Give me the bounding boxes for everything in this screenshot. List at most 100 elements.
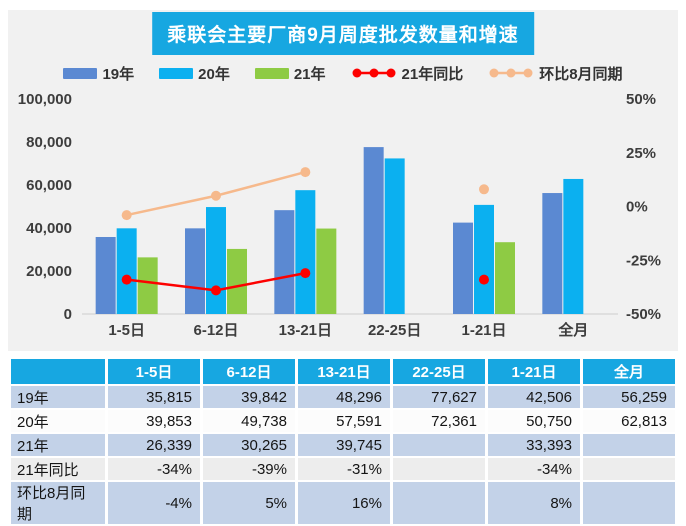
table-header-cell: 13-21日 xyxy=(298,359,390,384)
line-marker xyxy=(121,210,132,221)
line-series-21年同比 xyxy=(121,268,489,296)
table-cell xyxy=(583,434,675,456)
legend-item-2: 20年 xyxy=(159,63,230,84)
table-row: 环比8月同期 -4% 5% 16% 8% xyxy=(11,482,675,524)
table-row: 20年 39,853 49,738 57,591 72,361 50,750 62,813 xyxy=(11,410,675,432)
line-marker xyxy=(479,274,489,285)
line-marker xyxy=(211,190,221,201)
table-header-row: 1-5日 6-12日 13-21日 22-25日 1-21日 全月 xyxy=(11,359,675,384)
category-label: 1-21日 xyxy=(461,322,506,339)
chart-legend: 19年 20年 21年 21年同比 环比8月同期 xyxy=(8,62,678,84)
row-label: 环比8月同期 xyxy=(11,482,105,524)
bar-20年-1-21日 xyxy=(474,204,494,314)
table-header-cell: 1-21日 xyxy=(488,359,580,384)
bar-series-19年 xyxy=(95,147,563,314)
table-cell xyxy=(583,458,675,480)
table-cell: 42,506 xyxy=(488,386,580,408)
line-series-环比8月同期 xyxy=(121,167,489,221)
bar-21年-13-21日 xyxy=(316,228,337,314)
table-cell: -4% xyxy=(108,482,200,524)
bar-21年-1-5日 xyxy=(137,257,158,314)
legend-label: 21年同比 xyxy=(401,65,464,83)
category-label: 22-25日 xyxy=(368,322,421,339)
legend-bar-swatch-icon xyxy=(63,67,98,79)
table-cell: 56,259 xyxy=(583,386,675,408)
line-marker xyxy=(300,167,311,178)
table-cell: 39,745 xyxy=(298,434,390,456)
chart-title: 乘联会主要厂商9月周度批发数量和增速 xyxy=(152,12,534,55)
legend-bar-swatch-icon xyxy=(159,67,194,79)
legend-line-swatch-icon xyxy=(352,68,396,78)
right-axis-tick: 25% xyxy=(626,145,656,162)
legend-label: 20年 xyxy=(198,65,230,83)
line-marker xyxy=(479,184,489,195)
table-cell xyxy=(583,482,675,524)
table-cell: -39% xyxy=(203,458,295,480)
table-cell: 30,265 xyxy=(203,434,295,456)
bar-19年-13-21日 xyxy=(274,210,295,314)
legend-line-swatch-icon xyxy=(489,68,533,78)
table-header-cell: 22-25日 xyxy=(393,359,485,384)
legend-bar-swatch-icon xyxy=(254,67,289,79)
table-cell: 39,842 xyxy=(203,386,295,408)
bar-20年-13-21日 xyxy=(295,190,316,314)
table-cell: 49,738 xyxy=(203,410,295,432)
bar-19年-1-21日 xyxy=(453,222,473,314)
table-cell: -34% xyxy=(488,458,580,480)
table-cell: -31% xyxy=(298,458,390,480)
table-cell: 77,627 xyxy=(393,386,485,408)
table-cell: -34% xyxy=(108,458,200,480)
table-header-blank xyxy=(11,359,105,384)
legend-item-3: 21年 xyxy=(254,63,326,84)
left-axis-tick: 40,000 xyxy=(26,220,72,237)
bar-20年-1-5日 xyxy=(116,228,137,314)
bar-20年-6-12日 xyxy=(206,207,226,314)
table-cell xyxy=(393,482,485,524)
table-cell xyxy=(393,458,485,480)
left-axis-tick: 20,000 xyxy=(26,263,72,280)
bar-19年-6-12日 xyxy=(185,228,205,314)
bar-19年-22-25日 xyxy=(363,147,384,314)
left-axis-tick: 0 xyxy=(64,306,72,323)
row-label: 19年 xyxy=(11,386,105,408)
table-cell: 72,361 xyxy=(393,410,485,432)
left-axis-tick: 60,000 xyxy=(26,177,72,194)
right-axis-tick: 50% xyxy=(626,91,656,108)
table-cell: 33,393 xyxy=(488,434,580,456)
table-cell: 26,339 xyxy=(108,434,200,456)
legend-label: 21年 xyxy=(293,65,326,83)
table-row: 19年 35,815 39,842 48,296 77,627 42,506 56,259 xyxy=(11,386,675,408)
legend-item-4: 21年同比 xyxy=(351,63,464,84)
left-axis-tick: 100,000 xyxy=(18,91,72,108)
table-cell: 5% xyxy=(203,482,295,524)
left-axis-tick: 80,000 xyxy=(26,134,72,151)
right-axis-tick: -50% xyxy=(626,306,661,323)
table-cell: 62,813 xyxy=(583,410,675,432)
row-label: 21年同比 xyxy=(11,458,105,480)
table-cell: 16% xyxy=(298,482,390,524)
data-table: 1-5日 6-12日 13-21日 22-25日 1-21日 全月 19年 35,815 39… xyxy=(8,357,678,526)
bar-series-20年 xyxy=(116,158,584,314)
right-axis-tick: -25% xyxy=(626,252,661,269)
table-cell xyxy=(393,434,485,456)
legend-label: 19年 xyxy=(102,65,135,83)
table-cell: 8% xyxy=(488,482,580,524)
table-cell: 50,750 xyxy=(488,410,580,432)
table-cell: 57,591 xyxy=(298,410,390,432)
table-header-cell: 1-5日 xyxy=(108,359,200,384)
table-row: 21年同比 -34% -39% -31% -34% xyxy=(11,458,675,480)
row-label: 21年 xyxy=(11,434,105,456)
category-label: 全月 xyxy=(557,321,588,339)
chart-panel: 乘联会主要厂商9月周度批发数量和增速 19年 20年 21年 21年同比 环比8月同期 … xyxy=(8,10,678,351)
combo-chart: 100,000 80,000 60,000 40,000 20,000 0 50% 25% 0%… xyxy=(18,91,661,339)
line-marker xyxy=(300,268,311,279)
bar-19年-1-5日 xyxy=(95,236,116,314)
table-cell: 48,296 xyxy=(298,386,390,408)
category-label: 1-5日 xyxy=(108,322,145,339)
legend-item-5: 环比8月同期 xyxy=(488,63,623,84)
table-header-cell: 全月 xyxy=(583,359,675,384)
bar-21年-6-12日 xyxy=(227,248,247,314)
category-label: 13-21日 xyxy=(279,322,332,339)
right-axis-tick: 0% xyxy=(626,199,648,216)
legend-label: 环比8月同期 xyxy=(539,65,623,83)
